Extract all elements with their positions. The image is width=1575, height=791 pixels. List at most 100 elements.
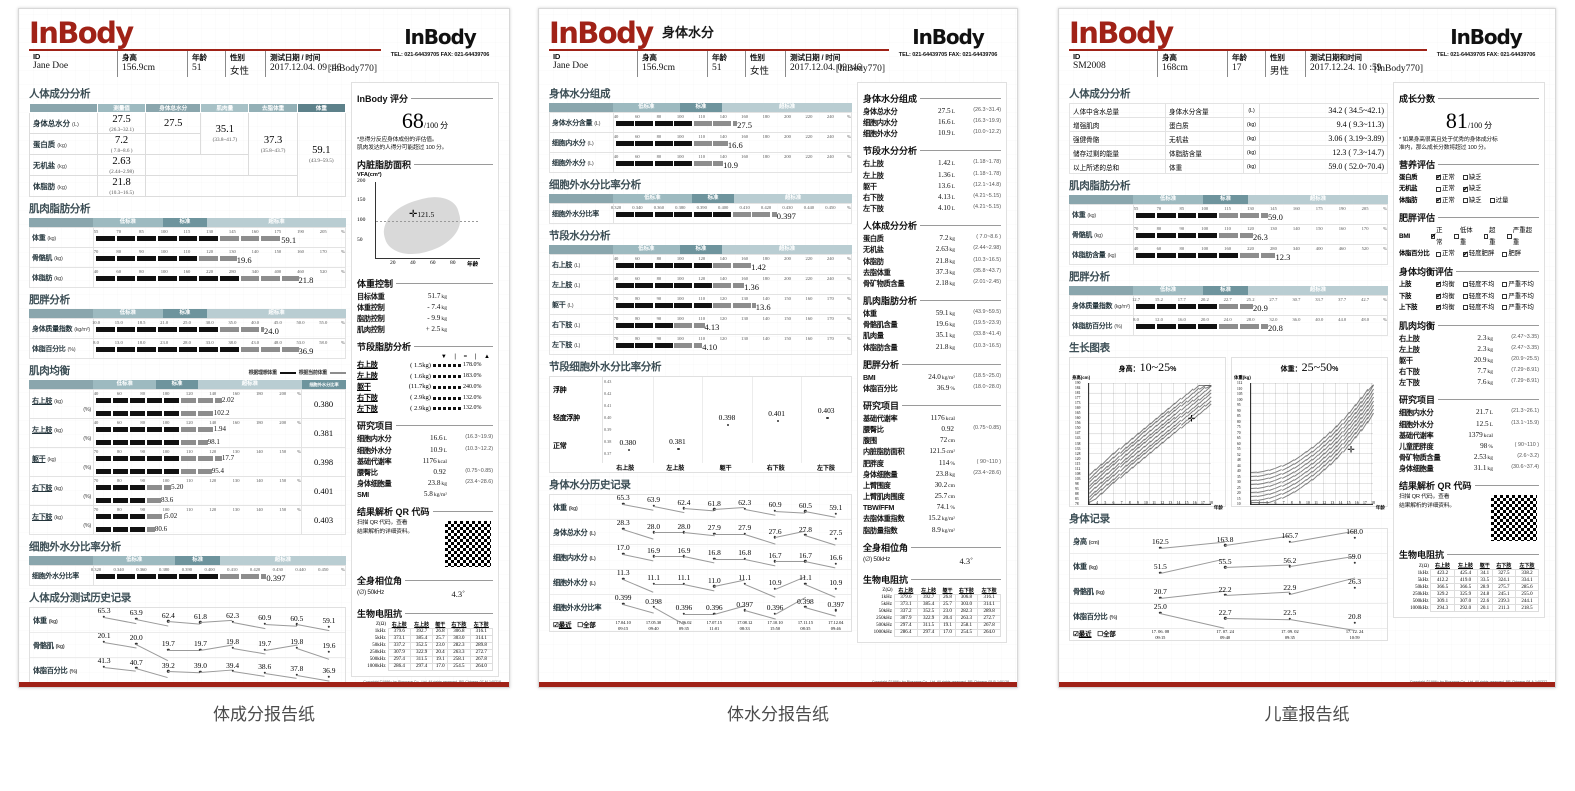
checkbox-recent[interactable]: ☑最近 bbox=[553, 622, 572, 629]
checkbox-option[interactable]: 正常 bbox=[1436, 183, 1455, 195]
checkbox-option[interactable]: 严重不均 bbox=[1502, 291, 1534, 303]
checkbox-option[interactable]: 均衡 bbox=[1436, 302, 1455, 315]
row-unit: kg bbox=[949, 280, 955, 287]
impedance-value: 211.3 bbox=[1491, 604, 1516, 613]
checkbox-icon[interactable] bbox=[1462, 184, 1469, 196]
checkbox-option[interactable]: 正常 bbox=[1436, 172, 1455, 185]
checkbox-icon[interactable] bbox=[1507, 234, 1512, 240]
checkbox-option[interactable]: 均衡 bbox=[1436, 291, 1455, 303]
tick-label: 80 bbox=[656, 256, 662, 261]
checkbox-option[interactable]: 严重不均 bbox=[1502, 302, 1534, 314]
checkbox-option[interactable]: 轻度不均 bbox=[1462, 279, 1494, 291]
segment-name: 右下肢 bbox=[357, 392, 378, 402]
impedance-value: 322.9 bbox=[916, 614, 941, 623]
checkbox-option[interactable]: 正常 bbox=[1436, 195, 1455, 208]
checkbox-option[interactable]: 低体重 bbox=[1454, 225, 1475, 248]
checkbox-icon[interactable] bbox=[1462, 293, 1468, 299]
checkbox-option[interactable]: 肥胖 bbox=[1502, 248, 1521, 260]
data-row: 体重 59.1kg (43.9~59.5) bbox=[863, 308, 1001, 319]
tick-label: 60 bbox=[117, 420, 122, 425]
checkbox-icon[interactable] bbox=[1502, 251, 1508, 257]
checkbox-all[interactable]: ☐全部 bbox=[1097, 631, 1116, 638]
checkbox-icon[interactable] bbox=[1462, 198, 1468, 204]
row-range: (21.3~26.1) bbox=[1511, 408, 1539, 415]
row-value: 13.6L bbox=[938, 181, 955, 190]
checkbox-icon[interactable] bbox=[1483, 234, 1489, 240]
row-label: 体脂肪 bbox=[863, 256, 884, 266]
checkbox-icon[interactable] bbox=[1489, 198, 1495, 204]
tick-label: 120 bbox=[719, 336, 727, 341]
checkbox-icon[interactable] bbox=[1462, 305, 1468, 311]
checkbox-option[interactable]: 严重不均 bbox=[1502, 279, 1534, 291]
row-unit: (L) bbox=[589, 581, 596, 587]
checkbox-icon[interactable] bbox=[1436, 172, 1442, 185]
bar-track bbox=[96, 574, 343, 579]
checkbox-option[interactable]: 正常 bbox=[1430, 225, 1447, 248]
segmental-ecw-chart: 浮肿 轻度浮肿 正常 0.43 0.42 0.41 0.40 0.39 0.38 0.37 0.3… bbox=[549, 376, 852, 473]
checkbox-icon[interactable] bbox=[1502, 282, 1508, 288]
checkbox-icon[interactable] bbox=[1436, 186, 1441, 192]
tick-label: 60 bbox=[117, 391, 122, 396]
bar-ticks: 70 80 90 100 110 120 130 140 150% bbox=[94, 478, 301, 484]
row-label: 身体水分含量 bbox=[552, 119, 593, 127]
checkbox-icon[interactable] bbox=[1436, 291, 1442, 303]
bar-track bbox=[616, 141, 849, 146]
data-row: 脂肪量指数 8.9kg/m² bbox=[863, 525, 1001, 536]
checkbox-option[interactable]: 轻度不均 bbox=[1462, 291, 1494, 303]
row-unit: (L) bbox=[574, 282, 581, 289]
timestamp: 17.10.10 15:50 bbox=[767, 620, 783, 631]
checkbox-icon[interactable] bbox=[1436, 195, 1442, 208]
column-header: 左上肢 bbox=[921, 588, 937, 594]
row-unit: (kg) bbox=[1243, 131, 1260, 146]
ecw-col-labels: 右上肢 左上肢 躯干 右下肢 左下肢 bbox=[550, 463, 851, 472]
tick-label: 120 bbox=[698, 276, 706, 281]
checkbox-option[interactable]: 轻度不均 bbox=[1462, 302, 1494, 314]
data-row: 细胞外水分 10.9L (10.0~12.2) bbox=[863, 128, 1001, 139]
checkbox-icon[interactable] bbox=[1462, 249, 1469, 261]
checkbox-icon[interactable] bbox=[1436, 302, 1442, 315]
checkbox-option[interactable]: 均衡 bbox=[1436, 279, 1455, 292]
checkbox-icon[interactable] bbox=[1502, 305, 1508, 311]
checkbox-icon[interactable] bbox=[1462, 282, 1468, 288]
bar-ticks: 70 80 90 100 110 120 130 140 150 160 170% bbox=[614, 336, 851, 342]
checkbox-icon[interactable] bbox=[1436, 251, 1441, 257]
row-unit: (L) bbox=[587, 160, 594, 167]
checkbox-option[interactable]: 缺乏 bbox=[1462, 195, 1482, 207]
bar-value: 26.3 bbox=[1253, 232, 1268, 242]
checkbox-icon[interactable] bbox=[1502, 293, 1508, 299]
id-label: ID bbox=[553, 52, 561, 61]
data-label: 20.1 bbox=[97, 631, 111, 641]
qr-code-icon[interactable] bbox=[1489, 493, 1539, 544]
checkbox-option[interactable]: 轻度肥胖 bbox=[1462, 248, 1494, 261]
tick-label: 205 bbox=[319, 229, 327, 234]
tick-unit: % bbox=[847, 114, 851, 119]
impedance-value: 392.7 bbox=[409, 627, 434, 636]
row-value: 1176kcal bbox=[422, 456, 447, 465]
impedance-value: 34.1 bbox=[1476, 569, 1493, 578]
history-toggles[interactable]: ☑最近 ☐全部 bbox=[1070, 629, 1128, 638]
checkbox-icon[interactable] bbox=[1436, 279, 1442, 292]
tick-label: 28.0 bbox=[1246, 317, 1255, 322]
checkbox-option[interactable]: 严重超重 bbox=[1507, 225, 1534, 248]
checkbox-icon[interactable] bbox=[1454, 234, 1459, 240]
history-toggles[interactable]: ☑最近 ☐全部 bbox=[550, 620, 608, 629]
checkbox-all[interactable]: ☐全部 bbox=[577, 622, 596, 629]
checkbox-option[interactable]: 过量 bbox=[1489, 195, 1508, 207]
tick-label: 55 bbox=[93, 229, 99, 234]
checkbox-option[interactable]: 正常 bbox=[1436, 248, 1455, 260]
row-unit: (kg) bbox=[55, 644, 65, 650]
checkbox-icon[interactable] bbox=[1430, 231, 1437, 244]
tick-label: 110 bbox=[186, 507, 193, 512]
qr-code-icon[interactable] bbox=[443, 519, 493, 570]
checkbox-recent[interactable]: ☑最近 bbox=[1073, 631, 1092, 638]
table-row: 左上肢 (kg) (%) 40 60 80 100 120 140 160 180 200% 1.… bbox=[29, 418, 346, 448]
tick-label: 150 bbox=[274, 249, 282, 254]
checkbox-icon[interactable] bbox=[1462, 175, 1468, 181]
checkbox-option[interactable]: 超重 bbox=[1483, 225, 1500, 248]
balance-title: 身体均衡评估 bbox=[1399, 265, 1539, 278]
checkbox-option[interactable]: 缺乏 bbox=[1462, 183, 1482, 196]
impedance-value: 423.2 bbox=[1430, 569, 1455, 578]
option-label: 均衡 bbox=[1442, 292, 1455, 300]
row-unit: L bbox=[951, 131, 955, 138]
checkbox-option[interactable]: 缺乏 bbox=[1462, 172, 1482, 184]
